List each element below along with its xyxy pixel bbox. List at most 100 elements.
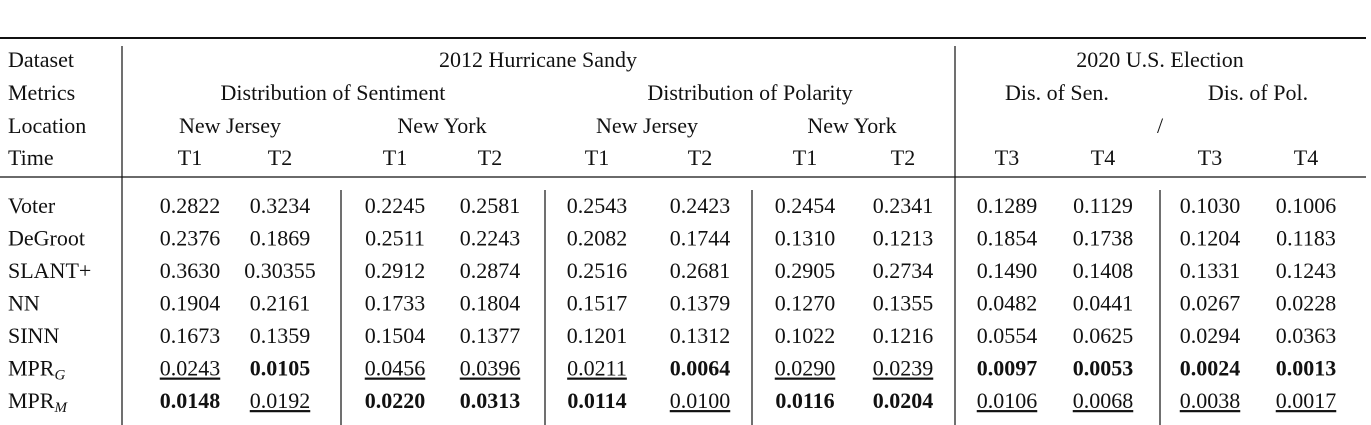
value-cell: 0.1216 [873, 323, 934, 348]
value-cell: 0.1289 [977, 193, 1038, 218]
value-cell: 0.0313 [460, 388, 521, 413]
metric-header: Distribution of Polarity [647, 80, 852, 105]
value-cell: 0.1869 [250, 226, 311, 251]
time-header: T1 [178, 145, 202, 170]
method-label: DeGroot [8, 226, 85, 251]
value-cell: 0.0017 [1276, 388, 1337, 413]
time-header: T3 [1198, 145, 1222, 170]
time-header: T1 [383, 145, 407, 170]
row-header: Location [8, 113, 86, 138]
value-cell: 0.1243 [1276, 258, 1337, 283]
method-label: MPRG [8, 356, 65, 384]
value-cell: 0.1517 [567, 291, 628, 316]
value-cell: 0.0116 [775, 388, 834, 413]
value-cell: 0.1183 [1276, 226, 1336, 251]
value-cell: 0.0097 [977, 356, 1038, 381]
value-cell: 0.0105 [250, 356, 311, 381]
value-cell: 0.0239 [873, 356, 934, 381]
value-cell: 0.1359 [250, 323, 311, 348]
value-cell: 0.1804 [460, 291, 521, 316]
value-cell: 0.1379 [670, 291, 731, 316]
time-header: T1 [585, 145, 609, 170]
row-header: Metrics [8, 80, 75, 105]
value-cell: 0.2341 [873, 193, 934, 218]
value-cell: 0.1270 [775, 291, 836, 316]
value-cell: 0.1733 [365, 291, 426, 316]
value-cell: 0.0211 [567, 356, 627, 381]
value-cell: 0.1355 [873, 291, 934, 316]
value-cell: 0.1201 [567, 323, 628, 348]
value-cell: 0.2822 [160, 193, 221, 218]
value-cell: 0.30355 [244, 258, 316, 283]
location-header: New Jersey [179, 113, 281, 138]
value-cell: 0.2874 [460, 258, 521, 283]
value-cell: 0.2243 [460, 226, 521, 251]
value-cell: 0.1738 [1073, 226, 1134, 251]
value-cell: 0.0625 [1073, 323, 1134, 348]
value-cell: 0.0013 [1276, 356, 1337, 381]
value-cell: 0.0456 [365, 356, 426, 381]
value-cell: 0.0294 [1180, 323, 1241, 348]
time-header: T1 [793, 145, 817, 170]
value-cell: 0.2681 [670, 258, 731, 283]
value-cell: 0.0204 [873, 388, 934, 413]
time-header: T2 [478, 145, 502, 170]
value-cell: 0.1030 [1180, 193, 1241, 218]
value-cell: 0.2543 [567, 193, 628, 218]
value-cell: 0.0267 [1180, 291, 1241, 316]
method-label: SLANT+ [8, 258, 91, 283]
value-cell: 0.0053 [1073, 356, 1134, 381]
value-cell: 0.0106 [977, 388, 1038, 413]
metric-header: Dis. of Pol. [1208, 80, 1308, 105]
location-header: New York [397, 113, 486, 138]
value-cell: 0.0220 [365, 388, 426, 413]
location-header: New Jersey [596, 113, 698, 138]
value-cell: 0.0243 [160, 356, 221, 381]
value-cell: 0.1312 [670, 323, 731, 348]
value-cell: 0.1377 [460, 323, 521, 348]
value-cell: 0.1213 [873, 226, 934, 251]
value-cell: 0.1504 [365, 323, 426, 348]
location-header: New York [807, 113, 896, 138]
value-cell: 0.0228 [1276, 291, 1337, 316]
value-cell: 0.1904 [160, 291, 221, 316]
row-header: Dataset [8, 47, 74, 72]
value-cell: 0.0114 [567, 388, 626, 413]
value-cell: 0.3630 [160, 258, 221, 283]
method-label: MPRM [8, 388, 68, 416]
value-cell: 0.0064 [670, 356, 731, 381]
value-cell: 0.0148 [160, 388, 221, 413]
value-cell: 0.0100 [670, 388, 731, 413]
value-cell: 0.0363 [1276, 323, 1337, 348]
value-cell: 0.0290 [775, 356, 836, 381]
time-header: T2 [268, 145, 292, 170]
value-cell: 0.2423 [670, 193, 731, 218]
group-header: 2020 U.S. Election [1076, 47, 1243, 72]
value-cell: 0.2511 [365, 226, 425, 251]
location-header: / [1157, 113, 1164, 138]
time-header: T4 [1294, 145, 1318, 170]
group-header: 2012 Hurricane Sandy [439, 47, 637, 72]
method-label: SINN [8, 323, 59, 348]
value-cell: 0.2516 [567, 258, 628, 283]
value-cell: 0.2376 [160, 226, 221, 251]
row-header: Time [8, 145, 54, 170]
value-cell: 0.2581 [460, 193, 521, 218]
value-cell: 0.2454 [775, 193, 836, 218]
value-cell: 0.2245 [365, 193, 426, 218]
value-cell: 0.2912 [365, 258, 426, 283]
value-cell: 0.1310 [775, 226, 836, 251]
value-cell: 0.2161 [250, 291, 311, 316]
time-header: T2 [891, 145, 915, 170]
value-cell: 0.2734 [873, 258, 934, 283]
value-cell: 0.0482 [977, 291, 1038, 316]
value-cell: 0.1744 [670, 226, 731, 251]
value-cell: 0.1673 [160, 323, 221, 348]
value-cell: 0.2082 [567, 226, 628, 251]
method-subscript: G [54, 368, 65, 384]
value-cell: 0.1331 [1180, 258, 1241, 283]
value-cell: 0.1490 [977, 258, 1038, 283]
value-cell: 0.0024 [1180, 356, 1241, 381]
time-header: T4 [1091, 145, 1115, 170]
